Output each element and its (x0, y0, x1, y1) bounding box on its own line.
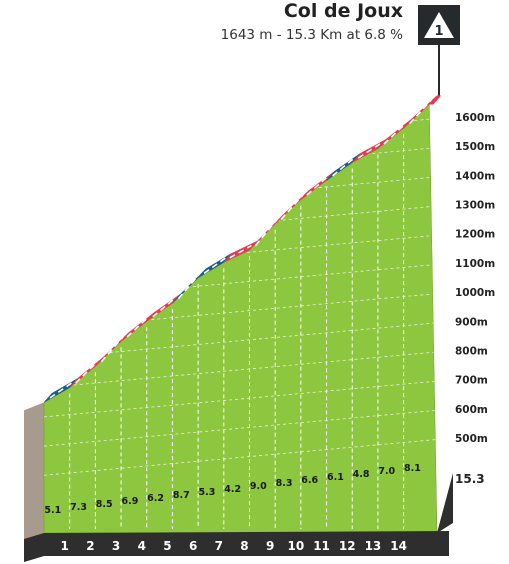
terrain-area (43, 103, 438, 534)
grid-line (44, 408, 437, 450)
road-segment (172, 268, 207, 304)
base-strip (24, 531, 449, 562)
km-label: 5 (163, 539, 171, 553)
gradient-label: 8.7 (173, 490, 190, 501)
gradient-label: 4.8 (353, 469, 370, 480)
km-label: 10 (288, 539, 305, 553)
road-segment (197, 253, 233, 279)
gradient-label: 4.2 (224, 484, 241, 495)
road-segment (43, 378, 78, 403)
gradient-label: 8.5 (96, 499, 113, 510)
gradient-label: 6.2 (147, 493, 164, 504)
road-segment (249, 214, 284, 251)
gradient-label: 8.1 (404, 463, 421, 474)
y-tick-label: 1500m (455, 141, 495, 153)
grid-line (44, 233, 437, 275)
y-tick-label: 1300m (455, 200, 495, 212)
road-segment (274, 190, 310, 225)
gradient-label: 8.3 (276, 478, 293, 489)
gradient-label: 5.3 (199, 487, 216, 498)
road-stripe (75, 361, 98, 384)
road-stripe (229, 244, 252, 259)
y-tick-label: 1600m (455, 112, 495, 124)
road-segment (146, 293, 181, 322)
grid-line (44, 204, 437, 245)
climb-subtitle: 1643 m - 15.3 Km at 6.8 % (220, 27, 403, 43)
climb-title: Col de Joux (283, 0, 403, 22)
gradient-label: 6.1 (327, 472, 344, 483)
road-segment (300, 171, 335, 200)
grid-line (44, 320, 437, 362)
y-tick-label: 1000m (455, 287, 495, 299)
road-segment (326, 153, 361, 181)
grid-line (44, 174, 437, 216)
y-tick-label: 1400m (455, 170, 495, 182)
km-label: 7 (215, 539, 223, 553)
road-segment (120, 312, 155, 342)
y-tick-label: 600m (455, 404, 488, 416)
gradient-label: 6.9 (121, 496, 138, 507)
road-stripe (254, 218, 278, 247)
gradient-label: 7.3 (70, 502, 87, 513)
gradient-label: 5.1 (44, 505, 61, 516)
road-stripe (49, 382, 73, 399)
grid-line (44, 350, 437, 391)
grid-line (44, 116, 437, 158)
gradient-label: 9.0 (250, 481, 267, 492)
y-tick-label: 700m (455, 375, 488, 387)
road-stripe (177, 272, 201, 300)
road-segment (403, 95, 438, 129)
base-strip-end (437, 473, 453, 533)
road-stripe (306, 175, 330, 196)
y-tick-label: 1200m (455, 229, 495, 241)
grid-line (44, 437, 437, 479)
road-stripe (126, 316, 150, 338)
road-stripe (383, 123, 407, 145)
road-segment (377, 118, 412, 149)
category-badge: 1 (418, 5, 460, 45)
km-label: 12 (339, 539, 356, 553)
gradient-label: 6.6 (301, 475, 318, 486)
road-stripe (100, 336, 124, 363)
gradient-label: 7.0 (378, 466, 395, 477)
start-wall (24, 402, 44, 562)
road-segment (352, 139, 387, 163)
category-triangle-icon: 1 (424, 12, 454, 39)
grid-line (44, 291, 437, 333)
y-tick-label: 800m (455, 345, 488, 357)
base-strip-front (44, 533, 449, 556)
road-segment (69, 356, 104, 388)
km-label: 3 (112, 539, 120, 553)
grid-line (44, 145, 437, 187)
road-stripe (280, 194, 304, 220)
road-stripe (152, 298, 175, 318)
km-label: 2 (86, 539, 94, 553)
road-stripe (332, 157, 355, 177)
y-tick-label: 500m (455, 433, 488, 445)
km-label: 4 (138, 539, 146, 553)
km-label: 13 (365, 539, 382, 553)
road-segment (95, 332, 130, 367)
km-label: 11 (313, 539, 330, 553)
road-stripe (357, 143, 381, 159)
road-segment (223, 240, 258, 263)
km-label: 9 (266, 539, 274, 553)
y-tick-label: 900m (455, 316, 488, 328)
km-label: 8 (240, 539, 248, 553)
grid-line (44, 262, 437, 304)
category-number: 1 (434, 24, 443, 39)
y-tick-label: 1100m (455, 258, 495, 270)
road-stripe (203, 257, 227, 274)
km-label: 1 (61, 539, 69, 553)
km-label: 6 (189, 539, 197, 553)
grid-line (44, 379, 437, 421)
total-distance-label: 15.3 (455, 472, 485, 486)
road-stripe (409, 99, 432, 125)
summit-cap (429, 95, 442, 105)
km-label: 14 (390, 539, 407, 553)
